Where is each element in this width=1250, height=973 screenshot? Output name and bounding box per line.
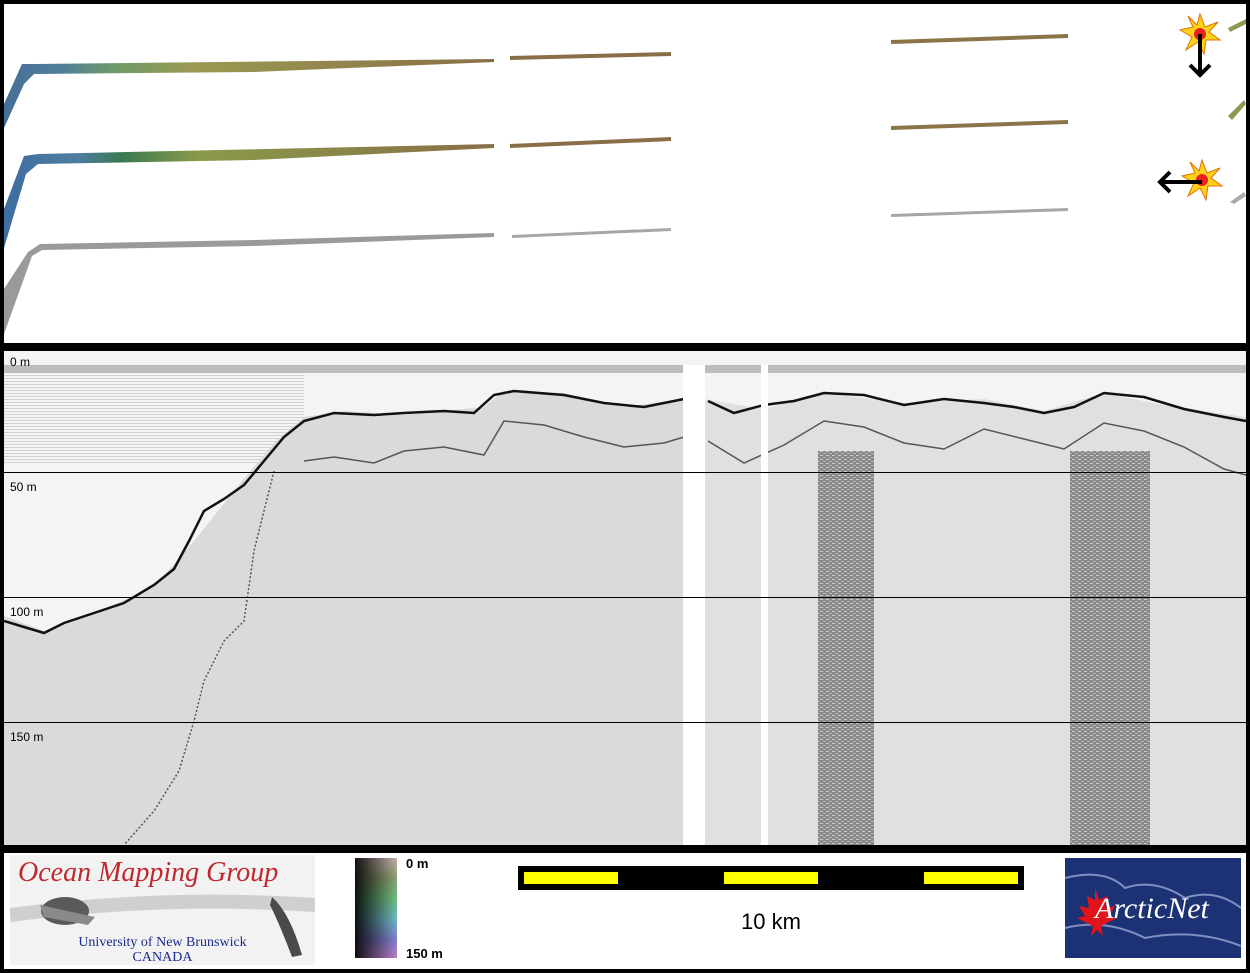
scale-bar-segment: [724, 872, 818, 884]
arcticnet-logo: ArcticNet: [1065, 858, 1241, 958]
swath-strip-grey-b: [512, 228, 671, 238]
swath-strip-mid-c: [891, 120, 1068, 130]
scale-bar: [518, 866, 1024, 890]
scale-bar-segment: [924, 872, 1018, 884]
swath-strip-mid: [4, 144, 494, 248]
swath-perspective-view: [4, 12, 1246, 334]
depth-label-50: 50 m: [10, 480, 37, 494]
arcticnet-logo-name: ArcticNet: [1095, 892, 1209, 925]
omg-logo-artwork: [10, 894, 315, 957]
scale-bar-label: 10 km: [741, 909, 801, 934]
depth-colorbar: [355, 858, 397, 958]
seafloor-reflector-right: [707, 391, 1246, 423]
sediment-layer: [4, 391, 684, 845]
scale-bar-segment: [524, 872, 618, 884]
omg-logo-university: University of New Brunswick: [78, 935, 247, 950]
colorbar-top-label: 0 m: [406, 856, 429, 871]
subbottom-reflector-right: [707, 420, 1246, 476]
depth-gridline-100: [4, 597, 1246, 598]
swath-strip-grey: [4, 233, 494, 334]
arcticnet-logo-artwork: [1065, 873, 1241, 947]
seafloor-reflector: [4, 389, 685, 635]
colorbar-bottom-label: 150 m: [406, 946, 443, 961]
legend-panel: Ocean Mapping Group University of New Br…: [4, 853, 1246, 969]
acoustic-plume-1: [818, 451, 874, 845]
depth-gridline-150: [4, 722, 1246, 723]
omg-logo-affiliation: University of New Brunswick CANADA: [10, 935, 315, 965]
depth-label-0: 0 m: [10, 355, 31, 369]
swath-fragment-right-1: [1228, 19, 1246, 32]
omg-logo-country: CANADA: [132, 950, 193, 965]
acoustic-plume-2: [1070, 451, 1150, 845]
swath-strip-top-c: [891, 34, 1068, 44]
swath-fragment-right-3: [1230, 192, 1246, 204]
omg-logo-title: Ocean Mapping Group: [18, 857, 279, 888]
depth-label-100: 100 m: [10, 605, 44, 619]
swath-strip-grey-c: [891, 208, 1068, 217]
swath-strip-top: [4, 59, 494, 128]
swath-fragment-right-2: [1228, 100, 1246, 120]
depth-label-150: 150 m: [10, 730, 44, 744]
direction-arrow-left-icon: [1157, 170, 1202, 194]
swath-strip-mid-b: [510, 137, 671, 148]
subbottom-profile-image: [4, 365, 1246, 845]
depth-gridline-50: [4, 472, 1246, 473]
subbottom-profile-panel: 0 m 50 m 100 m 150 m: [4, 351, 1246, 845]
maple-leaf-icon: [1077, 888, 1117, 936]
data-gap-2: [761, 365, 768, 845]
swath-strip-top-b: [510, 52, 671, 60]
subbottom-reflector: [303, 420, 685, 464]
ocean-mapping-group-logo: Ocean Mapping Group University of New Br…: [10, 855, 315, 965]
sediment-layer-right: [704, 393, 1246, 845]
swath-perspective-panel: [4, 4, 1246, 343]
direction-arrow-down-icon: [1188, 34, 1212, 78]
data-gap-1: [683, 365, 705, 845]
